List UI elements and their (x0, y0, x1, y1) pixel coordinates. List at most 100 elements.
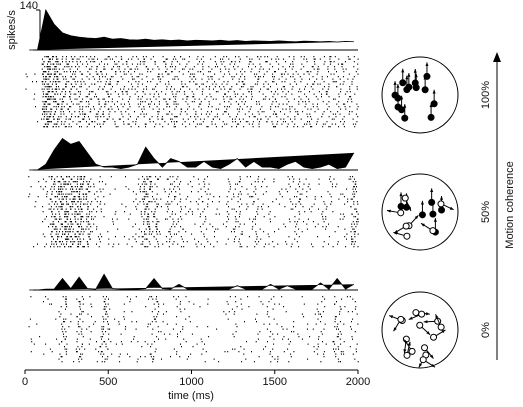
raster-spike (155, 223, 157, 225)
raster-spike (70, 178, 72, 180)
raster-spike (293, 126, 295, 128)
raster-spike (110, 78, 112, 80)
raster-spike (329, 58, 331, 60)
raster-spike (145, 246, 147, 248)
raster-spike (78, 121, 80, 123)
raster-spike (241, 203, 243, 205)
raster-spike (174, 116, 176, 118)
raster-spike (43, 88, 45, 90)
raster-spike (355, 71, 357, 73)
raster-spike (268, 236, 270, 238)
raster-spike (99, 76, 100, 78)
raster-spike (329, 61, 331, 63)
raster-spike (87, 313, 89, 315)
motion-arrowhead (431, 363, 436, 368)
raster-spike (167, 208, 169, 210)
raster-spike (249, 218, 251, 220)
raster-spike (121, 113, 123, 115)
raster-spike (253, 201, 255, 203)
raster-spike (229, 63, 231, 65)
raster-spike (154, 183, 156, 185)
raster-spike (150, 81, 152, 83)
raster-spike (300, 68, 302, 70)
raster-spike (162, 126, 164, 128)
raster-spike (135, 198, 137, 200)
raster-spike (322, 341, 323, 343)
raster-spike (47, 98, 49, 100)
raster-spike (33, 246, 35, 248)
raster-spike (332, 113, 334, 115)
raster-spike (66, 303, 67, 305)
raster-spike (304, 101, 306, 103)
raster-spike (63, 318, 65, 320)
raster-spike (144, 183, 146, 185)
raster-spike (339, 218, 341, 220)
raster-spike (86, 193, 88, 195)
raster-spike (160, 331, 162, 333)
raster-spike (78, 188, 80, 190)
raster-spike (99, 78, 101, 80)
raster-spike (206, 96, 208, 98)
raster-spike (145, 56, 147, 58)
raster-spike (128, 81, 130, 83)
raster-spike (209, 223, 211, 225)
raster-spike (80, 331, 82, 333)
raster-spike (285, 188, 287, 190)
raster-spike (324, 123, 326, 125)
raster-spike (356, 201, 358, 203)
raster-spike (54, 71, 56, 73)
x-tick-label: 2000 (346, 376, 370, 388)
raster-spike (303, 56, 305, 58)
raster-spike (96, 68, 98, 70)
raster-spike (90, 178, 92, 180)
raster-spike (317, 223, 319, 225)
raster-spike (254, 83, 256, 85)
raster-spike (31, 341, 33, 343)
raster-spike (167, 113, 169, 115)
raster-spike (317, 343, 319, 345)
raster-spike (322, 123, 324, 125)
raster-spike (255, 223, 256, 225)
raster-spike (199, 123, 201, 125)
raster-spike (78, 103, 80, 105)
raster-spike (311, 243, 312, 245)
raster-spike (219, 86, 220, 88)
raster-spike (61, 58, 63, 60)
raster-spike (67, 193, 69, 195)
raster-spike (200, 188, 202, 190)
raster-spike (212, 226, 214, 228)
raster-spike (280, 111, 281, 113)
raster-spike (263, 111, 265, 113)
raster-spike (63, 123, 65, 125)
raster-spike (225, 93, 226, 95)
raster-spike (319, 58, 321, 60)
raster-spike (339, 311, 341, 313)
raster-spike (73, 86, 75, 88)
raster-spike (42, 211, 44, 213)
raster-spike (315, 96, 317, 98)
raster-spike (145, 233, 147, 235)
raster-spike (114, 318, 116, 320)
raster-spike (202, 121, 204, 123)
raster-spike (42, 188, 44, 190)
raster-spike (199, 306, 201, 308)
raster-spike (177, 176, 179, 178)
raster-spike (67, 203, 69, 205)
raster-spike (74, 111, 76, 113)
raster-spike (134, 88, 136, 90)
raster-spike (243, 126, 245, 128)
raster-spike (138, 228, 140, 230)
raster-spike (154, 318, 156, 320)
raster-spike (93, 108, 95, 110)
raster-spike (81, 358, 83, 360)
raster-spike (238, 238, 240, 240)
raster-spike (199, 216, 201, 218)
raster-spike (239, 88, 241, 90)
raster-spike (304, 211, 306, 213)
raster-spike (261, 206, 262, 208)
raster-spike (274, 216, 276, 218)
raster-spike (264, 56, 266, 58)
raster-spike (329, 178, 330, 180)
raster-spike (62, 198, 64, 200)
raster-spike (75, 236, 77, 238)
